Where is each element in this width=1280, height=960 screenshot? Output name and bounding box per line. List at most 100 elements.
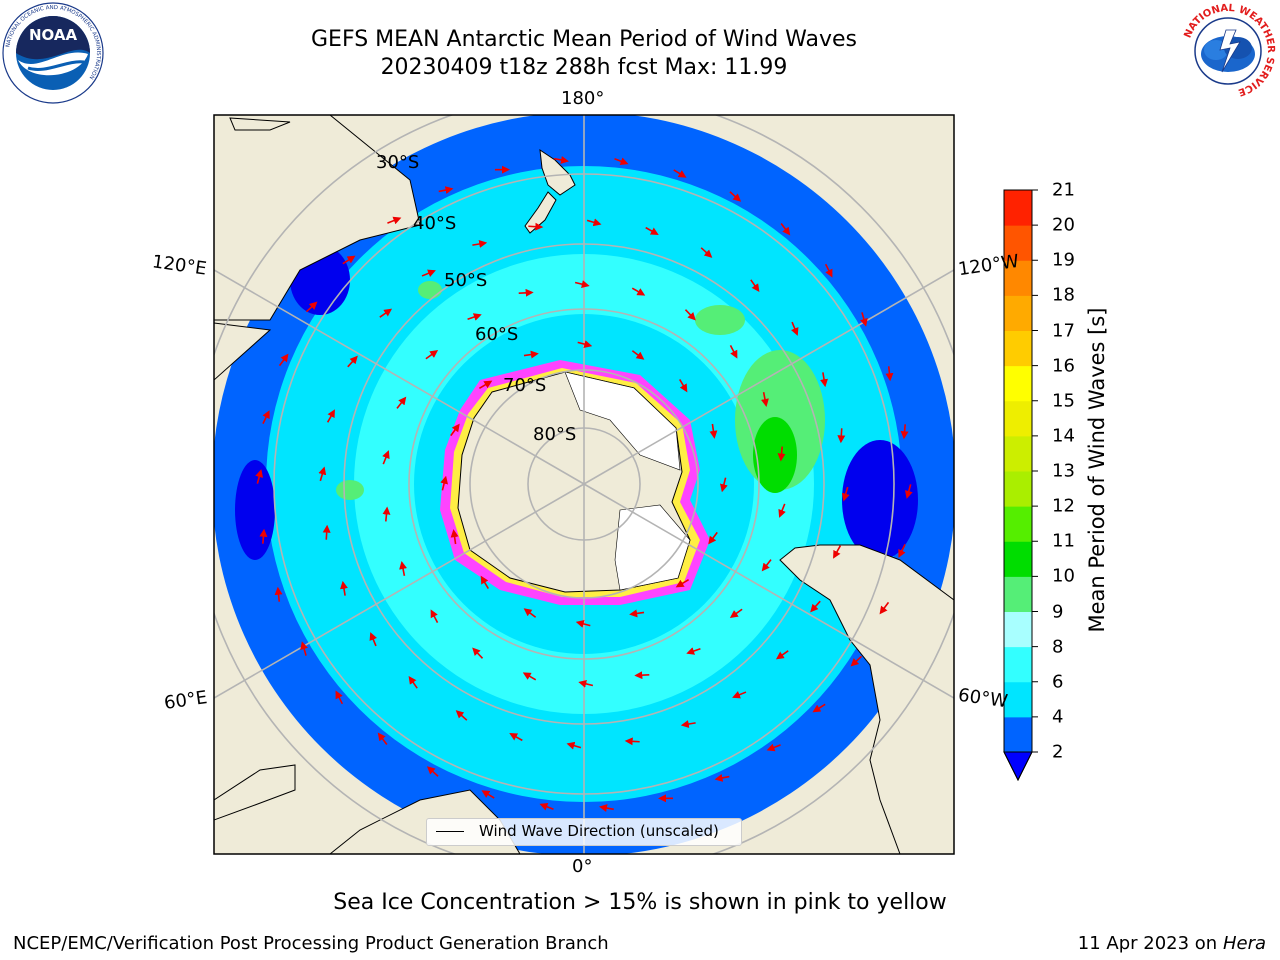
map-frame [213,114,955,855]
wind-wave-arrow [686,647,701,655]
period-patch [753,417,797,493]
wind-wave-arrow [729,608,743,618]
wind-wave-arrow [523,608,537,618]
colorbar-tick-label: 19 [1052,249,1075,271]
colorbar-tick-label: 18 [1052,284,1075,306]
map-field [214,115,954,854]
ice-note: Sea Ice Concentration > 15% is shown in … [333,890,947,915]
wind-wave-arrow [720,477,728,493]
wind-wave-arrow [455,710,468,721]
wind-wave-arrow [472,240,488,248]
wind-wave-arrow [278,353,289,367]
colorbar-segment [1004,295,1032,331]
lat-label-70s: 70°S [503,375,547,396]
wind-wave-arrow [673,169,687,178]
south-america-land [779,544,954,854]
wind-wave-arrow [347,355,358,368]
wind-wave-arrows [255,155,913,813]
colorbar-segment [1004,330,1032,367]
wind-wave-arrow [408,675,418,689]
lat-label-50s: 50°S [444,270,488,291]
wind-wave-arrow [554,155,569,164]
colorbar-tick-label: 21 [1052,179,1075,201]
wind-wave-arrow [472,647,484,659]
wind-wave-arrow [678,379,688,393]
colorbar-tick-label: 17 [1052,320,1075,341]
wind-wave-arrow [450,529,459,545]
colorbar-segment [1004,400,1032,437]
wind-wave-arrow [709,423,718,439]
wind-wave-arrow [399,561,407,576]
wind-wave-arrow [577,340,593,348]
wind-wave-arrow [480,575,490,589]
wind-wave-arrow [599,804,614,813]
wind-wave-arrow [860,312,868,327]
wind-wave-arrow [377,732,388,745]
wind-wave-arrow [761,559,772,572]
legend-line-swatch [436,831,464,832]
machine-name: Hera [1222,933,1266,954]
wind-wave-arrow [885,366,894,382]
run-date: 11 Apr 2023 on Hera [1078,933,1266,954]
colorbar-tick-label: 9 [1052,601,1064,622]
wind-wave-arrow [379,308,393,318]
wind-wave-arrow [518,288,534,297]
colorbar-label: Mean Period of Wind Waves [s] [1085,307,1109,633]
australia-land [214,115,421,321]
wind-wave-arrow [791,321,799,336]
wind-wave-arrow [777,446,786,462]
wind-wave-arrow [629,609,645,618]
wind-wave-arrow [426,766,439,777]
wind-wave-arrow [732,691,747,699]
colorbar-under-extension [1003,751,1033,782]
wind-wave-arrow [780,223,791,236]
wind-wave-arrow [438,186,454,195]
period-patch [842,440,918,560]
wind-wave-arrow [440,475,448,491]
wind-wave-arrow [729,344,738,359]
wind-wave-arrow [528,222,544,231]
colorbar-segment [1004,435,1032,472]
colorbar-segment [1004,225,1032,261]
chart-title: GEFS MEAN Antarctic Mean Period of Wind … [311,27,857,52]
wind-wave-arrow [578,679,594,688]
colorbar-tick-label: 13 [1052,460,1075,482]
wind-wave-arrow [729,191,742,202]
new-zealand-north [539,148,576,196]
wind-wave-arrow [775,650,789,660]
colorbar [1003,189,1038,782]
colorbar-segment [1004,646,1032,683]
colorbar-segment [1004,681,1032,718]
colorbar-segment [1004,190,1032,226]
wind-wave-arrow [421,269,436,277]
wind-wave-arrow [631,350,645,360]
colorbar-tick-label: 4 [1052,706,1064,728]
colorbar-tick-label: 2 [1052,741,1064,763]
period-patch [336,480,364,500]
colorbar-segment [1004,576,1032,612]
wind-wave-arrow [300,641,308,656]
wind-wave-arrow [812,703,826,713]
colorbar-segment [1004,716,1032,753]
wind-wave-arrow [262,410,270,424]
wind-wave-arrow [326,409,335,423]
wind-wave-arrow [684,309,696,321]
wind-wave-arrow [614,157,629,165]
colorbar-tick-label: 12 [1052,495,1075,517]
wind-wave-arrow [833,545,842,559]
wind-wave-arrow [634,671,650,680]
wind-wave-arrow [539,803,554,811]
wind-wave-arrow [680,720,696,728]
wind-wave-arrow [778,503,786,518]
wind-wave-arrow [904,484,913,499]
colorbar-tick-label: 10 [1052,565,1075,587]
australia-land [214,322,272,381]
wind-wave-arrow [645,226,659,235]
wind-wave-arrow [841,486,850,502]
period-patch [418,281,442,299]
colorbar-tick-label: 8 [1052,636,1064,658]
lon-label-0: 0° [572,856,593,877]
wind-wave-arrow [425,350,439,360]
wind-wave-arrow [450,423,460,437]
map-legend: Wind Wave Direction (unscaled) [426,818,742,846]
